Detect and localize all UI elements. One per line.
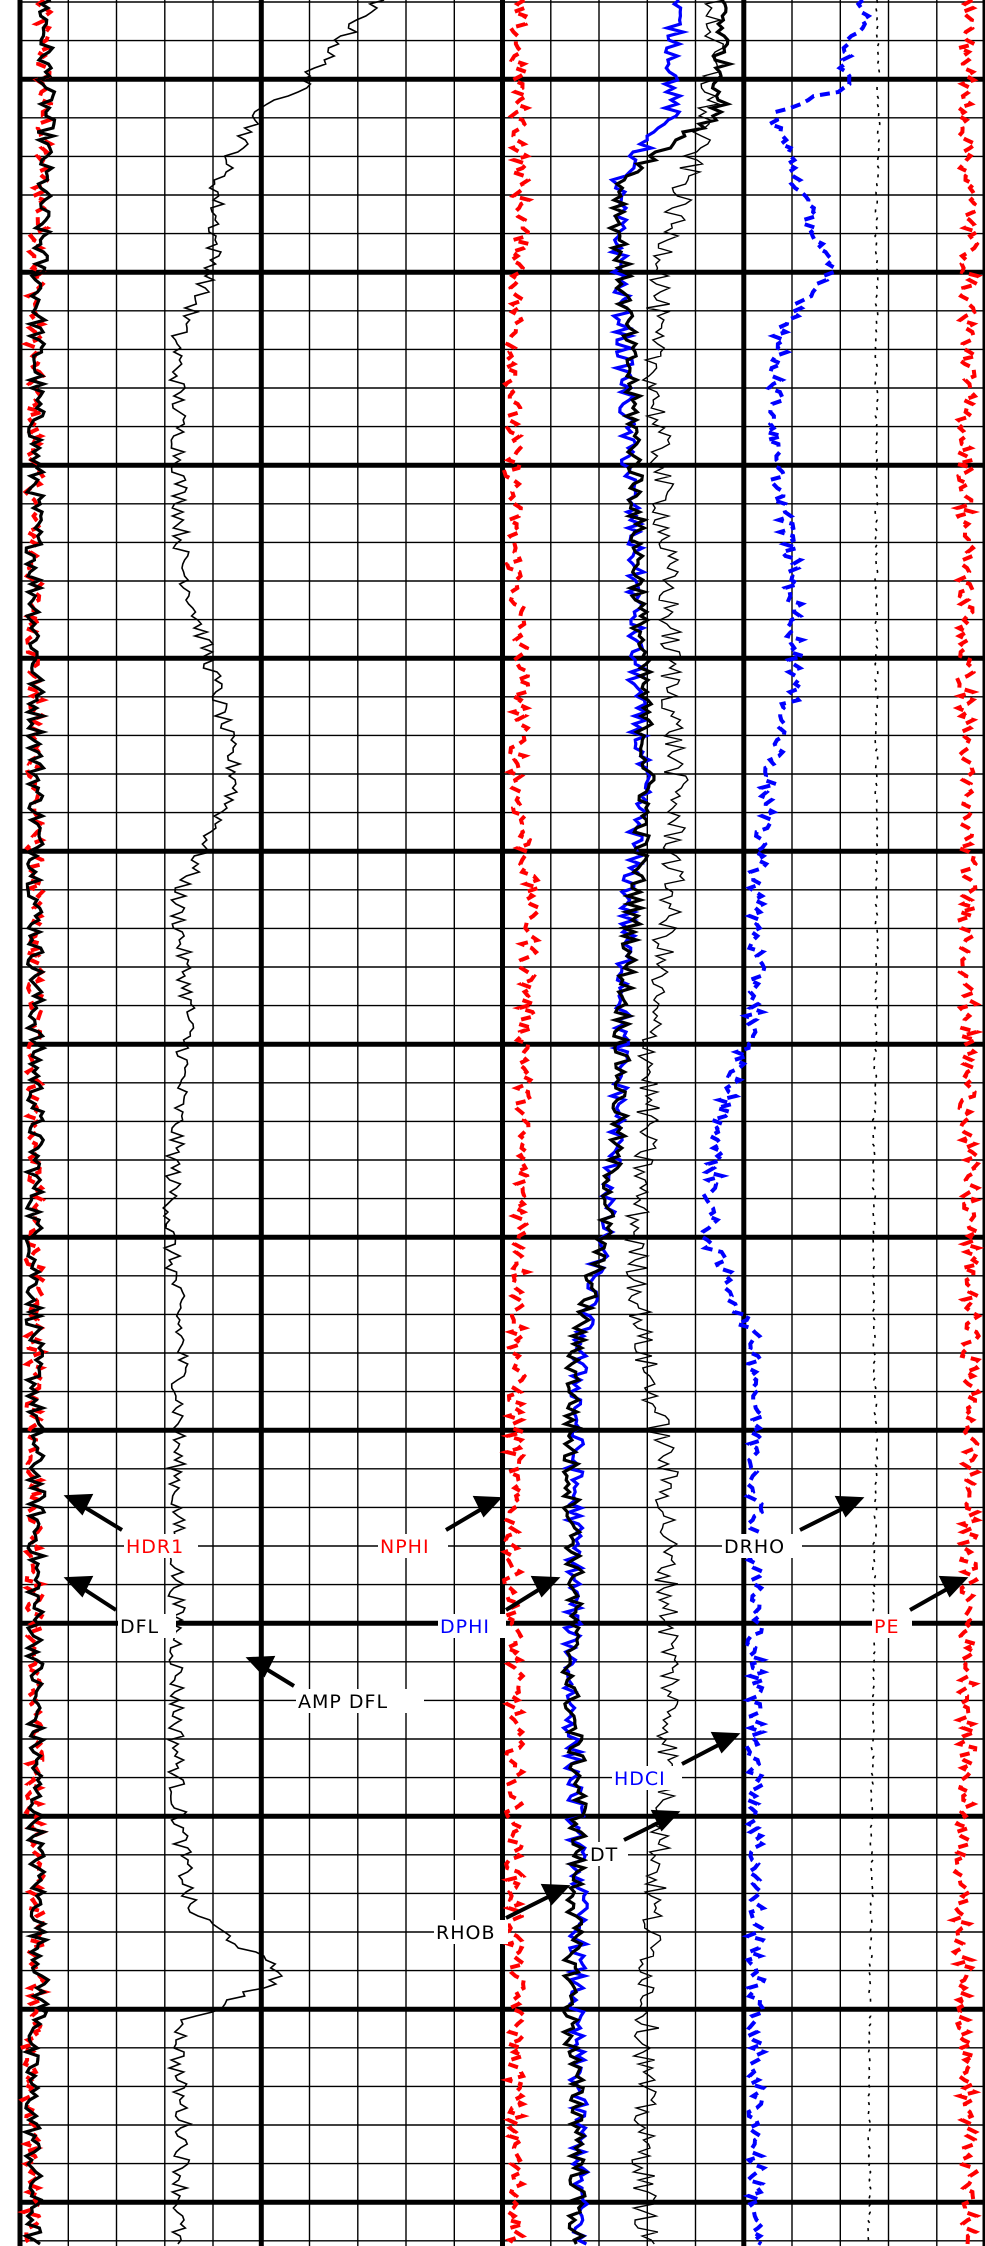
arrow-hdci-head <box>710 1731 741 1754</box>
label-drho-text: DRHO <box>724 1536 785 1558</box>
label-amp-dfl: AMP DFL <box>296 1689 424 1713</box>
label-dfl: DFL <box>118 1614 176 1638</box>
arrow-dfl-head <box>63 1575 94 1598</box>
label-nphi-text: NPHI <box>380 1536 430 1558</box>
label-hdr1-text: HDR1 <box>126 1536 184 1558</box>
curve-amp-dfl <box>161 0 385 2245</box>
arrow-hdr1-head <box>63 1493 94 1516</box>
label-dphi: DPHI <box>438 1614 506 1638</box>
arrow-nphi-head <box>472 1495 503 1518</box>
label-dt: DT <box>588 1842 628 1866</box>
curve-pe <box>946 0 985 2245</box>
grid <box>17 0 985 2246</box>
arrow-rhob-head <box>540 1883 571 1906</box>
label-rhob-text: RHOB <box>436 1922 495 1944</box>
curve-nphi <box>499 0 545 2246</box>
label-dt-text: DT <box>590 1844 618 1866</box>
curves <box>13 0 985 2246</box>
label-pe-text: PE <box>874 1616 899 1638</box>
arrow-dt-head <box>650 1809 681 1832</box>
label-hdci-text: HDCI <box>614 1768 666 1790</box>
curve-rhob <box>559 0 736 2245</box>
label-nphi: NPHI <box>378 1534 448 1558</box>
label-arrows <box>63 1493 969 1920</box>
curve-hdci <box>698 0 873 2246</box>
label-hdr1: HDR1 <box>124 1534 198 1558</box>
label-pe: PE <box>872 1614 912 1638</box>
arrow-dphi-head <box>530 1575 561 1598</box>
label-dfl-text: DFL <box>120 1616 159 1638</box>
arrow-drho-head <box>834 1495 865 1518</box>
label-hdci: HDCI <box>612 1766 682 1790</box>
arrow-pe-head <box>938 1575 969 1598</box>
label-rhob: RHOB <box>434 1920 508 1944</box>
curve-drho <box>866 0 881 2245</box>
curve-labels: HDR1 DFL AMP DFL NPHI DPHI DRHO PE HDCI <box>118 1534 912 1944</box>
label-drho: DRHO <box>722 1534 802 1558</box>
curve-dt <box>623 0 725 2245</box>
curve-dfl <box>20 0 60 2246</box>
arrow-amp-dfl-head <box>245 1655 276 1678</box>
label-dphi-text: DPHI <box>440 1616 490 1638</box>
label-amp-dfl-text: AMP DFL <box>298 1691 388 1713</box>
